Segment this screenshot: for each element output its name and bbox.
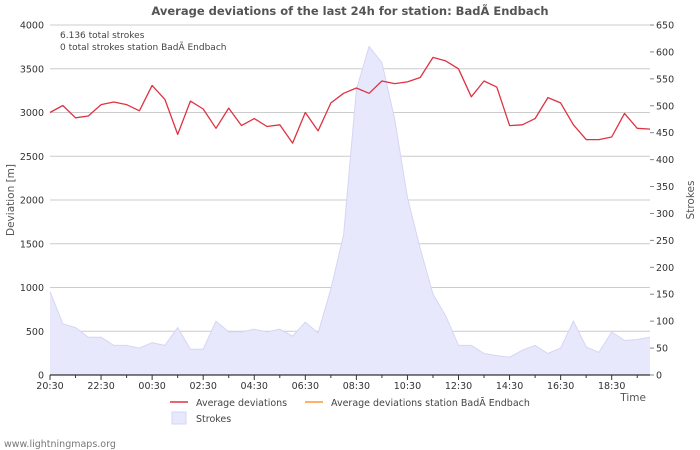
y2-tick-label: 550 [656,74,674,85]
legend-strokes-label: Strokes [196,414,231,425]
y2-tick-label: 650 [656,21,674,32]
y2-tick-label: 450 [656,128,674,139]
strokes-area-edge [49,45,651,358]
y2-tick-label: 0 [656,371,662,382]
x-tick-label: 06:30 [292,381,319,392]
y2-tick-label: 300 [656,209,674,220]
x-tick-label: 00:30 [138,381,165,392]
y-tick-label: 2000 [20,196,44,207]
x-tick-label: 18:30 [598,381,625,392]
y-tick-label: 3000 [20,108,44,119]
x-tick-label: 10:30 [394,381,421,392]
x-tick-label: 08:30 [343,381,370,392]
x-tick-label: 16:30 [547,381,574,392]
x-tick-label: 14:30 [496,381,523,392]
total-strokes-note: 6.136 total strokes [60,31,145,41]
x-axis-label: Time [619,392,646,404]
station-strokes-note: 0 total strokes station BadÃ Endbach [60,42,226,53]
y2-axis-label: Strokes [685,181,697,220]
x-tick-label: 04:30 [241,381,268,392]
legend-average-label: Average deviations [196,398,287,409]
legend: Average deviations Average deviations st… [170,398,530,425]
x-tick-label: 12:30 [445,381,472,392]
y-tick-label: 2500 [20,152,44,163]
strokes-area [50,46,650,375]
x-tick-label: 02:30 [189,381,216,392]
y2-tick-label: 50 [656,344,668,355]
y2-tick-label: 200 [656,263,674,274]
plot-area [49,24,651,376]
y2-tick-label: 400 [656,155,674,166]
y-tick-label: 1500 [20,239,44,250]
y2-tick-label: 250 [656,236,674,247]
x-tick-label: 20:30 [36,381,63,392]
x-tick-label: 22:30 [87,381,114,392]
x-axis: 20:30 22:30 00:30 02:30 04:30 06:30 08:30 10:30… [36,375,638,392]
y2-tick-label: 350 [656,182,674,193]
credit-text: www.lightningmaps.org [4,439,116,450]
y-axis-right: 0 50 100 150 200 250 300 350 400 450 500 550 600 650 [650,21,674,382]
chart-title: Average deviations of the last 24h for s… [151,3,548,18]
y-tick-label: 1000 [20,283,44,294]
y-axis-label: Deviation [m] [5,164,17,236]
y-axis-left: 0 500 1000 1500 2000 2500 3000 3500 4000 [20,21,44,382]
legend-strokes-swatch [171,411,187,425]
y2-tick-label: 100 [656,317,674,328]
y-tick-label: 3500 [20,64,44,75]
average-deviations-line [49,56,651,144]
y-tick-label: 500 [26,327,44,338]
y2-tick-label: 500 [656,101,674,112]
legend-station-label: Average deviations station BadÃ Endbach [331,398,530,409]
y-tick-label: 4000 [20,21,44,32]
y2-tick-label: 150 [656,290,674,301]
y2-tick-label: 600 [656,47,674,58]
y-tick-label: 0 [38,371,44,382]
